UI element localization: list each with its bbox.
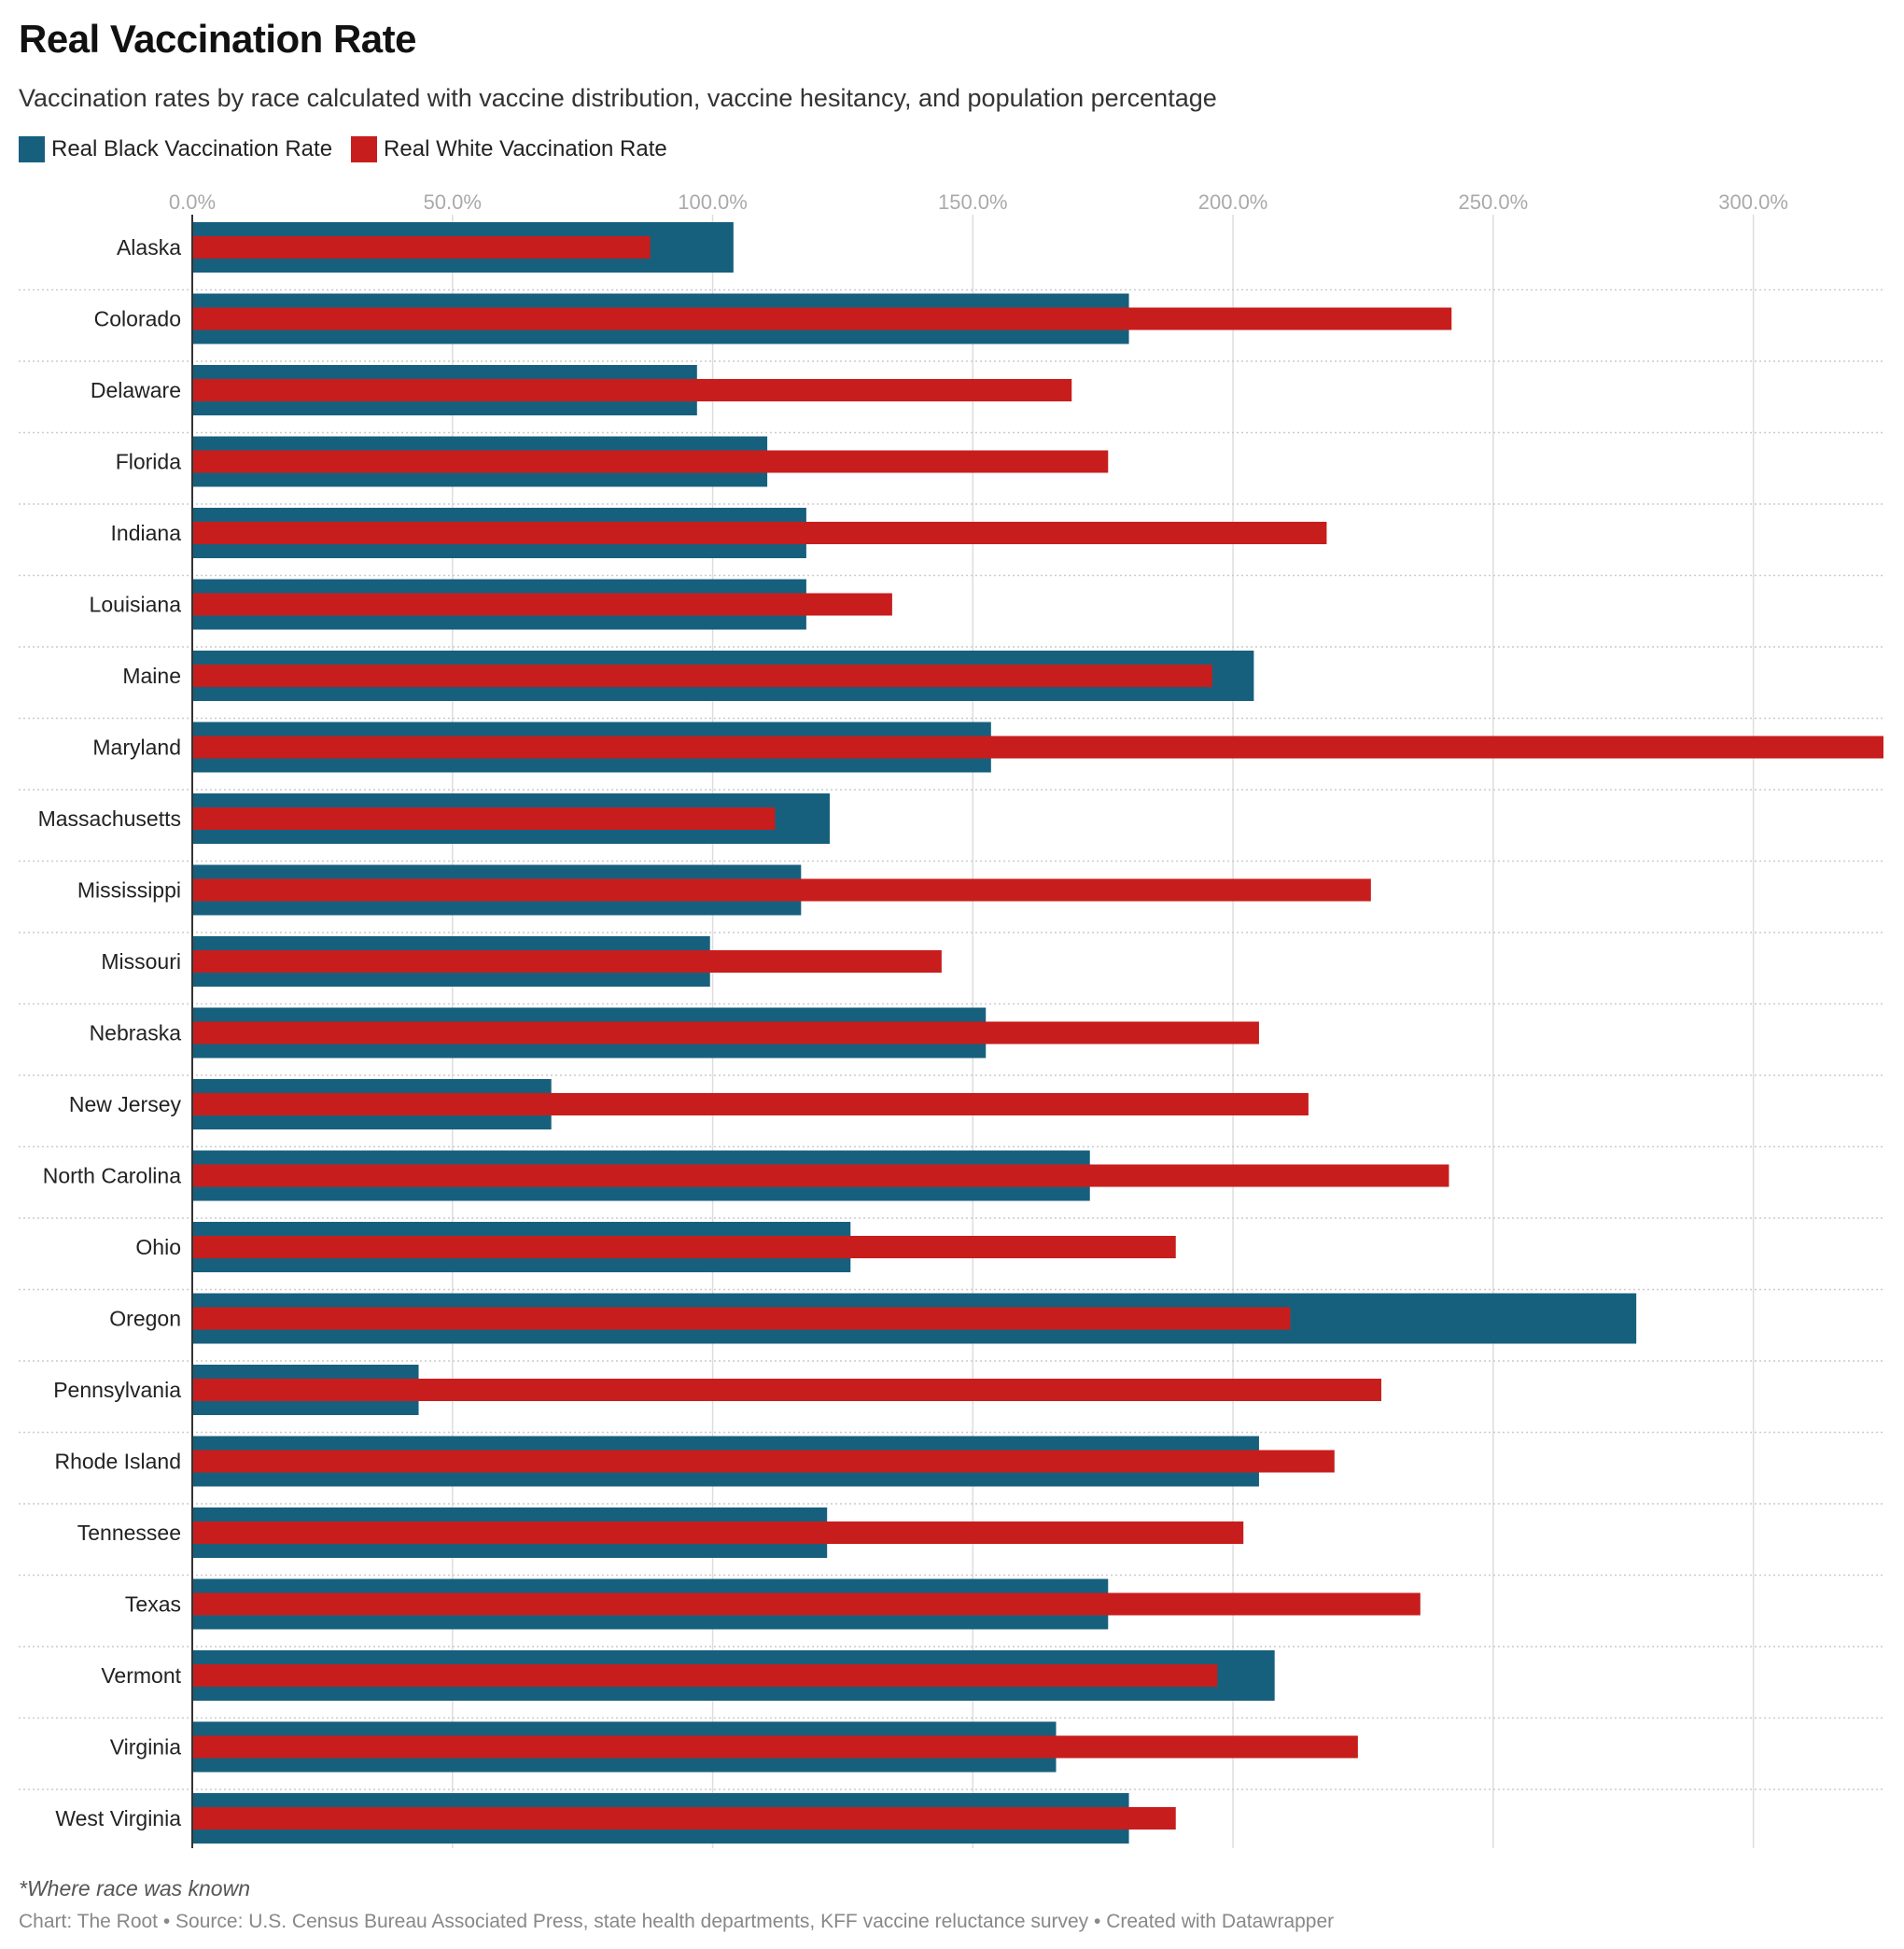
bar-white	[192, 236, 651, 259]
bar-chart: 0.0% 50.0% 100.0% 150.0% 200.0% 250.0% 300.0% A…	[19, 190, 1883, 1848]
bar-white	[192, 1521, 1244, 1544]
y-category-label: Maine	[122, 664, 181, 688]
x-tick-label: 0.0%	[169, 190, 216, 214]
y-category-label: Massachusetts	[38, 806, 181, 831]
y-category-label: West Virginia	[55, 1806, 181, 1830]
y-category-label: Maryland	[92, 736, 181, 760]
x-tick-label: 50.0%	[424, 190, 482, 214]
bar-white	[192, 450, 1109, 473]
bar-white	[192, 878, 1371, 902]
legend: Real Black Vaccination Rate Real White V…	[19, 136, 686, 162]
legend-swatch-white	[351, 136, 378, 162]
y-category-label: Nebraska	[90, 1021, 182, 1045]
bar-white	[192, 307, 1452, 330]
y-category-label: Florida	[116, 450, 182, 474]
bar-white	[192, 1592, 1421, 1616]
footnote: *Where race was known	[19, 1876, 250, 1900]
source-credit: Chart: The Root • Source: U.S. Census Bu…	[19, 1911, 1335, 1932]
y-category-label: New Jersey	[69, 1092, 182, 1116]
bar-white	[192, 1664, 1218, 1687]
y-category-label: Louisiana	[90, 593, 182, 617]
bar-white	[192, 1379, 1381, 1401]
chart-title: Real Vaccination Rate	[19, 17, 417, 61]
y-category-label: Mississippi	[77, 878, 181, 903]
x-tick-label: 200.0%	[1198, 190, 1268, 214]
bar-white	[192, 593, 892, 616]
bar-white	[192, 736, 1883, 759]
legend-item-white: Real White Vaccination Rate	[351, 136, 667, 162]
x-tick-label: 150.0%	[938, 190, 1008, 214]
y-category-label: Tennessee	[77, 1521, 181, 1545]
bar-white	[192, 665, 1212, 687]
legend-swatch-black	[19, 136, 45, 162]
bar-white	[192, 1236, 1176, 1258]
bar-white	[192, 379, 1072, 401]
bar-white	[192, 1735, 1358, 1759]
bar-white	[192, 950, 942, 973]
y-category-label: Pennsylvania	[53, 1378, 181, 1402]
chart-subtitle: Vaccination rates by race calculated wit…	[19, 84, 1217, 112]
bar-white	[192, 1021, 1259, 1045]
y-category-label: Alaska	[117, 235, 181, 259]
y-category-label: Oregon	[109, 1307, 181, 1331]
y-category-label: Missouri	[101, 949, 181, 974]
bar-white	[192, 1093, 1309, 1115]
y-category-label: Ohio	[135, 1235, 181, 1259]
bar-white	[192, 807, 776, 830]
y-category-label: Vermont	[101, 1663, 181, 1688]
bar-white	[192, 1807, 1176, 1830]
y-category-label: Texas	[125, 1592, 181, 1617]
x-tick-label: 100.0%	[678, 190, 748, 214]
y-category-label: Delaware	[91, 378, 181, 402]
x-tick-label: 250.0%	[1459, 190, 1529, 214]
bar-white	[192, 1164, 1449, 1187]
legend-item-black: Real Black Vaccination Rate	[19, 136, 332, 162]
legend-label-black: Real Black Vaccination Rate	[51, 136, 333, 161]
bar-white	[192, 522, 1327, 544]
y-category-label: Colorado	[94, 307, 181, 331]
bar-white	[192, 1307, 1291, 1330]
y-category-label: Virginia	[110, 1735, 181, 1760]
y-category-label: North Carolina	[43, 1164, 181, 1188]
x-tick-label: 300.0%	[1718, 190, 1788, 214]
y-category-label: Rhode Island	[54, 1450, 181, 1474]
legend-label-white: Real White Vaccination Rate	[384, 136, 667, 161]
bar-white	[192, 1450, 1335, 1473]
y-category-label: Indiana	[111, 521, 182, 545]
